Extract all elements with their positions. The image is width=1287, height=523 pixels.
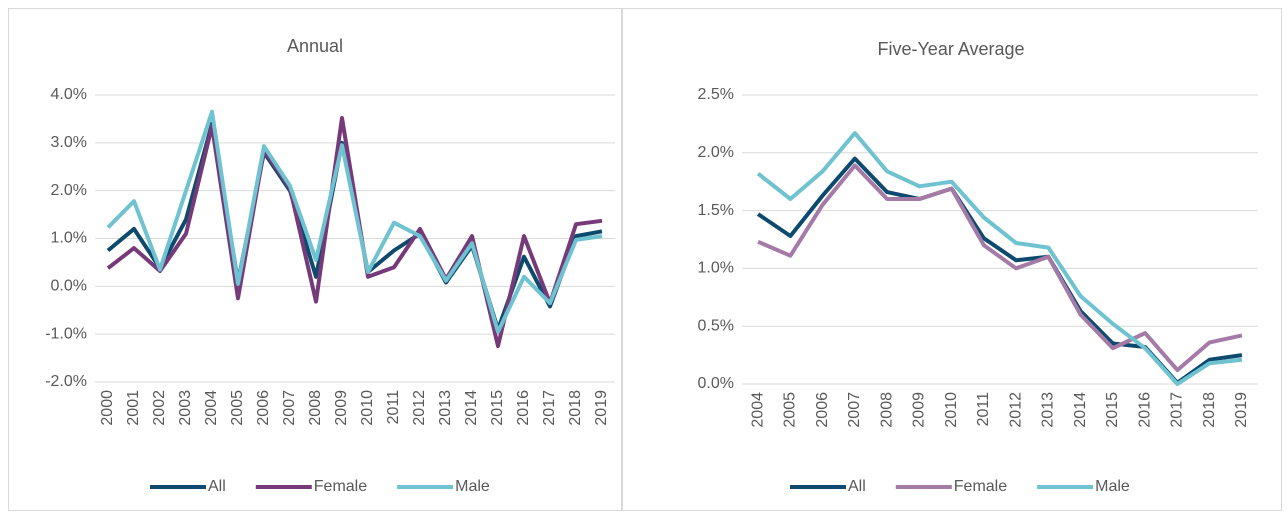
y-tick-label: 2.0%	[698, 144, 734, 161]
data-line	[106, 121, 603, 332]
y-tick-label: 3.0%	[51, 134, 87, 151]
panel-border	[622, 8, 1282, 511]
legend-label: All	[848, 478, 866, 495]
x-tick-label: 2015	[489, 390, 506, 426]
x-tick-label: 2006	[255, 390, 272, 426]
y-tick-label: -1.0%	[45, 325, 87, 342]
y-tick-label: 0.5%	[698, 317, 734, 334]
panel-border	[8, 8, 622, 511]
y-tick-label: 0.0%	[698, 375, 734, 392]
x-tick-label: 2016	[515, 390, 532, 426]
x-tick-label: 2002	[151, 390, 168, 426]
x-tick-label: 2012	[1007, 392, 1024, 428]
x-tick-label: 2018	[567, 390, 584, 426]
x-tick-label: 2006	[814, 392, 831, 428]
x-tick-label: 2011	[385, 390, 402, 425]
x-tick-label: 2001	[125, 390, 142, 426]
x-tick-label: 2017	[1169, 392, 1186, 428]
x-tick-label: 2009	[333, 390, 350, 426]
x-tick-label: 2005	[782, 392, 799, 428]
x-tick-label: 2013	[437, 390, 454, 426]
x-tick-label: 2004	[749, 392, 766, 428]
x-tick-label: 2003	[177, 390, 194, 426]
x-tick-label: 2019	[1233, 392, 1250, 428]
x-tick-label: 2008	[307, 390, 324, 426]
x-tick-label: 2009	[911, 392, 928, 428]
y-tick-label: 1.0%	[51, 230, 87, 247]
legend-label: Female	[954, 478, 1007, 495]
x-tick-label: 2019	[593, 390, 610, 426]
data-line	[106, 109, 603, 334]
legend-label: Female	[314, 478, 367, 495]
y-tick-label: 2.5%	[698, 86, 734, 103]
x-tick-label: 2011	[975, 392, 992, 427]
data-line	[756, 131, 1243, 386]
y-tick-label: 4.0%	[51, 86, 87, 103]
chart-title: Annual	[287, 36, 343, 56]
legend-label: Male	[455, 478, 490, 495]
x-tick-label: 2014	[463, 390, 480, 426]
x-tick-label: 2005	[229, 390, 246, 426]
x-tick-label: 2007	[281, 390, 298, 426]
legend-label: All	[208, 478, 226, 495]
x-tick-label: 2016	[1136, 392, 1153, 428]
x-tick-label: 2018	[1201, 392, 1218, 428]
x-tick-label: 2008	[878, 392, 895, 428]
data-line	[757, 163, 1243, 373]
legend-label: Male	[1095, 478, 1130, 495]
y-tick-label: -2.0%	[45, 373, 87, 390]
x-tick-label: 2012	[411, 390, 428, 426]
chart-title: Five-Year Average	[877, 39, 1024, 59]
y-tick-label: 1.0%	[698, 260, 734, 277]
x-tick-label: 2017	[541, 390, 558, 426]
x-tick-label: 2000	[99, 390, 116, 426]
x-tick-label: 2014	[1072, 392, 1089, 428]
x-tick-label: 2007	[846, 392, 863, 428]
x-tick-label: 2015	[1104, 392, 1121, 428]
y-tick-label: 2.0%	[51, 182, 87, 199]
x-tick-label: 2004	[203, 390, 220, 426]
x-tick-label: 2010	[943, 392, 960, 428]
x-tick-label: 2010	[359, 390, 376, 426]
y-tick-label: 0.0%	[51, 278, 87, 295]
x-tick-label: 2013	[1040, 392, 1057, 428]
data-line	[106, 116, 603, 349]
y-tick-label: 1.5%	[698, 202, 734, 219]
